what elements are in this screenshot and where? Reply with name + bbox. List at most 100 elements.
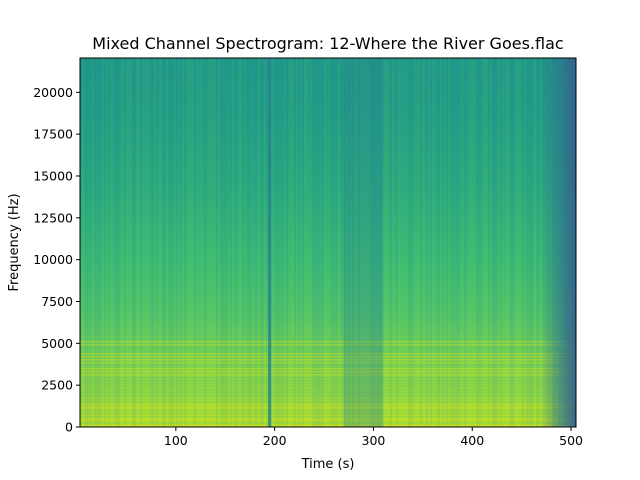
frequency-band (80, 338, 576, 340)
spectrogram-stripe (162, 58, 164, 427)
x-tick-label: 100 (164, 433, 188, 448)
spectrogram-stripe (294, 58, 296, 427)
spectrogram-stripe (112, 58, 114, 427)
spectrogram-stripe (102, 58, 104, 427)
x-tick-label: 300 (362, 433, 386, 448)
spectrogram-stripe (184, 58, 186, 427)
spectrogram-stripe (418, 58, 420, 427)
frequency-band (80, 395, 576, 397)
spectrogram-stripe (410, 58, 412, 427)
spectrogram-stripe (200, 58, 202, 427)
spectrogram-stripe (356, 58, 358, 427)
y-axis-label: Frequency (Hz) (7, 193, 22, 291)
spectrogram-stripe (450, 58, 452, 427)
spectrogram-stripe (240, 58, 242, 427)
spectrogram-stripe (312, 58, 314, 427)
spectrogram-stripe (96, 58, 98, 427)
spectrogram-stripe (430, 58, 432, 427)
spectrogram-stripe (122, 58, 124, 427)
spectrogram-stripe (150, 58, 152, 427)
spectrogram-stripe (452, 58, 454, 427)
plot-area (80, 58, 576, 427)
spectrogram-stripe (370, 58, 372, 427)
spectrogram-fade-out (541, 58, 576, 427)
spectrogram-stripe (416, 58, 418, 427)
spectrogram-stripe (92, 58, 94, 427)
spectrogram-stripe (204, 58, 206, 427)
spectrogram-stripe (408, 58, 410, 427)
frequency-band (80, 377, 576, 379)
spectrogram-stripe (508, 58, 510, 427)
spectrogram-stripe (510, 58, 512, 427)
x-axis-label: Time (s) (301, 457, 355, 472)
x-axis-ticks: 100 200 300 400 500 (164, 427, 583, 448)
spectrogram-features (268, 58, 576, 427)
spectrogram-stripe (292, 58, 294, 427)
spectrogram-stripe (372, 58, 374, 427)
spectrogram-stripe (480, 58, 482, 427)
spectrogram-stripe (436, 58, 438, 427)
spectrogram-stripe (488, 58, 490, 427)
spectrogram-stripe (412, 58, 414, 427)
x-tick-label: 500 (559, 433, 583, 448)
spectrogram-stripe (126, 58, 128, 427)
spectrogram-stripe (86, 58, 88, 427)
spectrogram-stripe (362, 58, 364, 427)
spectrogram-frequency-bands (80, 338, 576, 427)
spectrogram-stripe (358, 58, 360, 427)
spectrogram-stripe (234, 58, 236, 427)
spectrogram-stripe (522, 58, 524, 427)
spectrogram-stripe (242, 58, 244, 427)
spectrogram-stripe (192, 58, 194, 427)
spectrogram-stripe (464, 58, 466, 427)
spectrogram-stripe (470, 58, 472, 427)
spectrogram-stripe (302, 58, 304, 427)
spectrogram-stripe (90, 58, 92, 427)
spectrogram-stripe (310, 58, 312, 427)
y-tick-label: 5000 (41, 336, 73, 351)
spectrogram-dropout-line (268, 58, 272, 427)
spectrogram-stripe (298, 58, 300, 427)
frequency-band (80, 416, 576, 418)
spectrogram-stripe (226, 58, 228, 427)
spectrogram-stripe (172, 58, 174, 427)
spectrogram-stripe (212, 58, 214, 427)
chart-title: Mixed Channel Spectrogram: 12-Where the … (92, 34, 563, 53)
spectrogram-stripe (378, 58, 380, 427)
spectrogram-stripe (176, 58, 178, 427)
x-tick-label: 200 (263, 433, 287, 448)
spectrogram-stripe (210, 58, 212, 427)
spectrogram-stripe (536, 58, 538, 427)
spectrogram-stripe (224, 58, 226, 427)
spectrogram-stripe (526, 58, 528, 427)
spectrogram-stripe (478, 58, 480, 427)
spectrogram-stripe (502, 58, 504, 427)
spectrogram-stripe (380, 58, 382, 427)
spectrogram-stripe (460, 58, 462, 427)
spectrogram-stripe (264, 58, 266, 427)
spectrogram-stripe (114, 58, 116, 427)
spectrogram-stripe (222, 58, 224, 427)
spectrogram-stripe (348, 58, 350, 427)
spectrogram-stripe (540, 58, 542, 427)
spectrogram-stripe (108, 58, 110, 427)
y-tick-label: 12500 (33, 210, 73, 225)
spectrogram-stripe (208, 58, 210, 427)
spectrogram-stripe (420, 58, 422, 427)
spectrogram-stripe (180, 58, 182, 427)
frequency-band (80, 422, 576, 424)
spectrogram-stripe (130, 58, 132, 427)
spectrogram-stripe (286, 58, 288, 427)
spectrogram-stripe (366, 58, 368, 427)
spectrogram-stripe (214, 58, 216, 427)
spectrogram-stripe (364, 58, 366, 427)
spectrogram-stripe (500, 58, 502, 427)
spectrogram-stripe (146, 58, 148, 427)
spectrogram-stripe (164, 58, 166, 427)
spectrogram-stripe (318, 58, 320, 427)
spectrogram-stripe (246, 58, 248, 427)
spectrogram-stripe (278, 58, 280, 427)
spectrogram-stripe (106, 58, 108, 427)
y-tick-label: 0 (65, 420, 73, 435)
